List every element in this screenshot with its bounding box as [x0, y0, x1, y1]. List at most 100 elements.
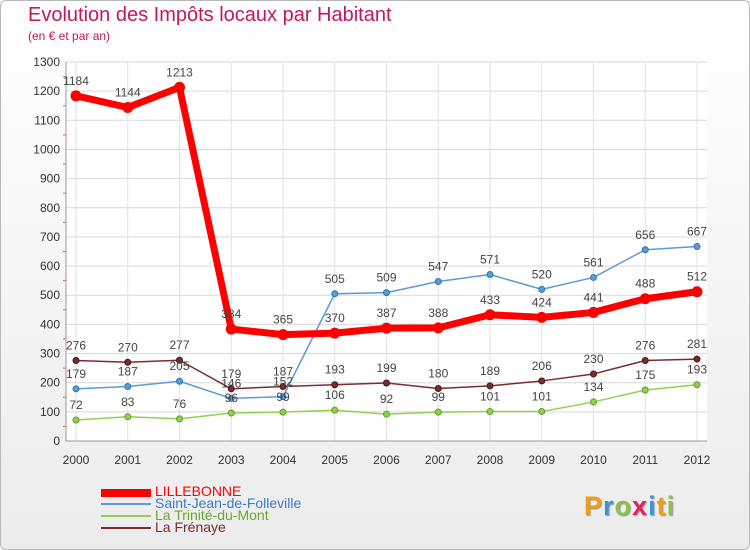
y-tick-label: 300 — [40, 347, 60, 361]
data-label: 152 — [273, 375, 293, 389]
data-label: 656 — [635, 228, 655, 242]
data-point-lillebonne — [174, 81, 185, 93]
legend-swatch-la-frenaye — [101, 527, 151, 529]
data-point-saint-jean-de-folleville — [590, 273, 597, 281]
x-tick-label: 2007 — [425, 453, 452, 467]
data-label: 146 — [221, 376, 241, 390]
data-point-la-trinite-du-mont — [331, 406, 339, 414]
data-label: 512 — [687, 270, 707, 284]
data-label: 520 — [532, 267, 552, 281]
data-label: 99 — [276, 390, 290, 404]
data-point-saint-jean-de-folleville — [693, 243, 701, 251]
data-label: 547 — [428, 260, 448, 274]
data-point-la-trinite-du-mont — [176, 415, 183, 423]
logo-letter: r — [603, 491, 615, 521]
data-label: 193 — [687, 363, 707, 377]
data-point-la-trinite-du-mont — [124, 413, 132, 421]
legend-swatch-la-trinite-du-mont — [101, 515, 151, 517]
x-axis: 2000 2001 2002 2003 2004 2005 2006 2007 2008 2009… — [63, 440, 711, 467]
data-point-lillebonne — [588, 306, 599, 318]
logo-letter: i — [666, 491, 676, 521]
data-point-saint-jean-de-folleville — [72, 385, 80, 393]
data-label: 180 — [428, 367, 448, 381]
y-tick-label: 1200 — [33, 84, 60, 98]
data-point-la-frenaye — [434, 385, 442, 393]
data-point-lillebonne — [432, 322, 444, 334]
data-label: 441 — [583, 290, 603, 304]
data-label: 561 — [583, 255, 603, 269]
data-point-lillebonne — [277, 329, 289, 341]
data-label: 433 — [480, 293, 500, 307]
y-tick-label: 400 — [40, 317, 60, 331]
data-label: 277 — [169, 338, 189, 352]
data-point-saint-jean-de-folleville — [641, 246, 649, 254]
x-tick-label: 2006 — [373, 453, 400, 467]
data-labels: 1184 1144 1213 384 365 370 387 388 433 424 441 488 5… — [63, 65, 707, 412]
data-label: 384 — [221, 307, 241, 321]
data-label: 72 — [69, 398, 83, 412]
legend-label: La Frénaye — [155, 519, 226, 535]
x-tick-label: 2012 — [684, 453, 711, 467]
logo-letter: x — [632, 491, 649, 521]
x-tick-label: 2010 — [580, 453, 607, 467]
data-point-saint-jean-de-folleville — [124, 382, 132, 390]
data-label: 1184 — [63, 74, 89, 88]
y-tick-label: 500 — [40, 288, 60, 302]
data-label: 76 — [173, 397, 187, 411]
data-point-lillebonne — [381, 322, 392, 334]
data-point-saint-jean-de-folleville — [227, 394, 235, 402]
data-point-la-frenaye — [331, 381, 339, 389]
data-label: 1213 — [166, 65, 193, 79]
x-tick-label: 2011 — [632, 453, 658, 467]
data-point-saint-jean-de-folleville — [383, 289, 390, 297]
data-label: 571 — [480, 253, 500, 267]
data-point-la-frenaye — [124, 358, 132, 366]
data-label: 189 — [480, 364, 500, 378]
y-tick-label: 1000 — [33, 142, 60, 156]
legend-swatch-saint-jean-de-folleville — [101, 503, 151, 505]
proxiti-logo: Proxiti — [584, 491, 675, 522]
x-tick-label: 2008 — [477, 453, 504, 467]
x-tick-label: 2001 — [114, 453, 141, 467]
data-point-saint-jean-de-folleville — [434, 278, 442, 286]
data-label: 187 — [118, 364, 138, 378]
data-point-la-frenaye — [279, 382, 287, 390]
data-label: 205 — [169, 359, 189, 373]
data-point-lillebonne — [225, 323, 237, 335]
data-label: 387 — [376, 306, 396, 320]
data-label: 281 — [687, 337, 707, 351]
x-tick-label: 2002 — [166, 453, 193, 467]
data-point-lillebonne — [639, 293, 651, 305]
data-point-la-trinite-du-mont — [641, 386, 649, 394]
data-point-lillebonne — [536, 311, 548, 323]
data-label: 509 — [376, 271, 396, 285]
x-tick-label: 2009 — [528, 453, 555, 467]
data-point-la-trinite-du-mont — [227, 409, 235, 417]
data-label: 370 — [325, 311, 345, 325]
y-tick-label: 600 — [40, 259, 60, 273]
logo-letter: t — [656, 491, 667, 521]
data-point-lillebonne — [691, 286, 703, 298]
data-point-saint-jean-de-folleville — [279, 393, 287, 401]
data-point-la-frenaye — [383, 379, 390, 387]
logo-letter: P — [584, 491, 604, 521]
data-label: 101 — [532, 390, 552, 404]
data-point-saint-jean-de-folleville — [538, 285, 546, 293]
x-tick-label: 2000 — [63, 453, 90, 467]
data-label: 106 — [325, 388, 345, 402]
data-label: 488 — [635, 277, 655, 291]
y-tick-label: 1300 — [33, 55, 60, 69]
y-tick-label: 100 — [40, 405, 60, 419]
data-point-la-frenaye — [227, 385, 235, 393]
legend-label: La Trinité-du-Mont — [155, 507, 269, 523]
data-label: 276 — [635, 339, 655, 353]
data-label: 101 — [480, 390, 500, 404]
data-label: 96 — [225, 391, 239, 405]
data-label: 83 — [121, 395, 135, 409]
data-label: 193 — [325, 363, 345, 377]
data-point-lillebonne — [122, 101, 134, 113]
data-label: 505 — [325, 272, 345, 286]
data-label: 424 — [532, 295, 552, 309]
data-point-saint-jean-de-folleville — [176, 377, 183, 385]
data-label: 1144 — [115, 85, 141, 99]
